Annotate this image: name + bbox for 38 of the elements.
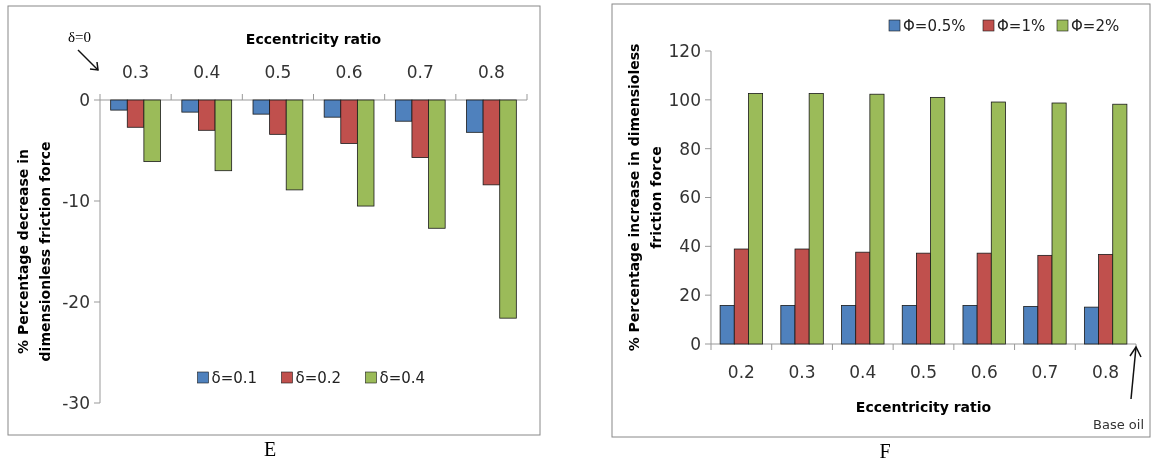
x-tick-label: 0.2	[727, 362, 755, 382]
y-tick-label: -30	[62, 392, 90, 413]
x-tick-label: 0.8	[477, 62, 505, 82]
y-tick-label: 80	[679, 138, 701, 159]
x-tick-label: 0.5	[909, 362, 938, 382]
x-tick-label: 0.6	[335, 62, 363, 82]
y-tick-label: -10	[62, 190, 90, 211]
y-tick-label: 100	[668, 89, 701, 110]
legend-label: δ=0.2	[295, 369, 342, 387]
y-tick-label: 40	[679, 236, 701, 257]
text: δ=0	[68, 29, 92, 45]
y-axis-title: % Percentage increase in dimensioless friction force	[626, 43, 664, 352]
legend-label: δ=0.4	[379, 369, 426, 387]
text: Base oil	[1093, 417, 1144, 432]
y-tick-label: 20	[679, 285, 701, 306]
x-tick-label: 0.4	[193, 62, 221, 82]
y-tick-label: 0	[690, 333, 701, 354]
text: F	[879, 440, 891, 462]
x-tick-label: 0.4	[849, 362, 877, 382]
legend-label: Φ=0.5%	[903, 17, 966, 35]
x-tick-label: 0.3	[122, 62, 150, 82]
legend-label: Φ=2%	[1071, 17, 1120, 35]
x-axis-title: Eccentricity ratio	[245, 31, 382, 47]
x-tick-label: 0.5	[264, 62, 292, 82]
x-tick-label: 0.8	[1092, 362, 1120, 382]
x-tick-label: 0.6	[970, 362, 998, 382]
legend-label: δ=0.1	[211, 369, 258, 387]
x-tick-label: 0.7	[1031, 362, 1059, 382]
x-axis-title: Eccentricity ratio	[855, 399, 992, 415]
y-tick-label: 60	[679, 187, 701, 208]
x-tick-label: 0.3	[788, 362, 816, 382]
text: E	[263, 438, 277, 460]
legend-label: Φ=1%	[997, 17, 1046, 35]
y-tick-label: 0	[79, 89, 90, 110]
x-tick-label: 0.7	[406, 62, 434, 82]
y-tick-label: -20	[62, 291, 90, 312]
y-axis-title: % Percentage decrease in dimensionless friction force	[15, 141, 53, 362]
y-tick-label: 120	[668, 40, 701, 61]
